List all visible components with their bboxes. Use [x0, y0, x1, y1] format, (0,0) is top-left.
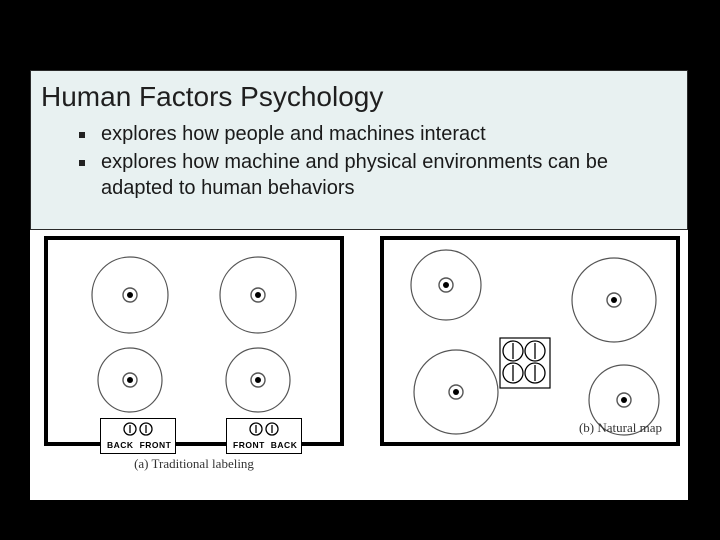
knob-icon: [123, 422, 137, 436]
list-item: explores how machine and physical enviro…: [79, 149, 669, 201]
panel-a: BACKFRONTFRONTBACK: [44, 236, 344, 446]
bullet-icon: [79, 132, 85, 138]
caption-a: (a) Traditional labeling: [44, 456, 344, 472]
knob-icon: [249, 422, 263, 436]
caption-b: (b) Natural map: [579, 420, 668, 436]
control-label-text: BACK: [271, 440, 298, 450]
control-label-box: BACK FRONT: [100, 418, 176, 454]
panel-b-svg: [384, 240, 676, 442]
control-label-text: FRONT: [140, 440, 172, 450]
bullet-text: explores how machine and physical enviro…: [101, 149, 669, 201]
panel-a-svg: [48, 240, 340, 442]
control-label-box: FRONT BACK: [226, 418, 302, 454]
list-item: explores how people and machines interac…: [79, 121, 669, 147]
knob-icon: [265, 422, 279, 436]
bullet-list: explores how people and machines interac…: [31, 121, 687, 201]
page-title: Human Factors Psychology: [31, 71, 687, 121]
control-label-text: FRONT: [233, 440, 265, 450]
panel-b: (b) Natural map: [380, 236, 680, 446]
control-label-text: BACK: [107, 440, 134, 450]
bullet-text: explores how people and machines interac…: [101, 121, 486, 147]
diagram-region: BACKFRONTFRONTBACK (a) Traditional label…: [30, 230, 688, 500]
panel-b-wrap: (b) Natural map: [380, 236, 680, 446]
knob-icon: [139, 422, 153, 436]
panel-a-wrap: BACKFRONTFRONTBACK (a) Traditional label…: [44, 236, 344, 472]
slide-card: Human Factors Psychology explores how pe…: [30, 70, 688, 230]
bullet-icon: [79, 160, 85, 166]
